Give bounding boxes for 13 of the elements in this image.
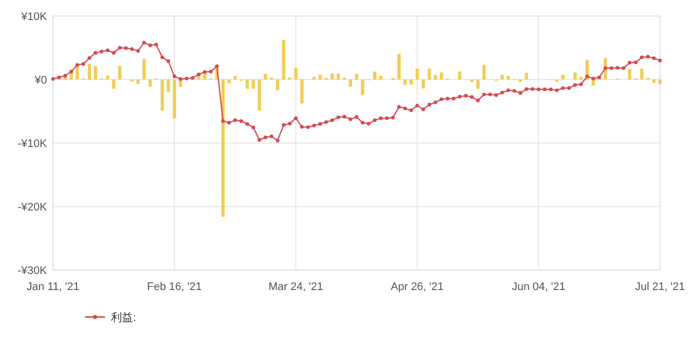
x-tick-label: Feb 16, '21: [147, 281, 202, 293]
x-tick-label: Mar 24, '21: [268, 281, 324, 293]
y-tick-label: -¥20K: [18, 202, 48, 214]
x-tick-label: Jun 04, '21: [512, 281, 566, 293]
y-tick-label: -¥10K: [18, 138, 48, 150]
y-tick-label: -¥30K: [18, 265, 48, 277]
legend: 利益:: [85, 312, 136, 324]
x-tick-label: Apr 26, '21: [390, 281, 444, 293]
y-tick-label: ¥0: [34, 74, 47, 86]
legend-label: 利益:: [111, 311, 136, 324]
x-tick-label: Jan 11, '21: [26, 281, 80, 293]
x-tick-label: Jul 21, '21: [635, 281, 685, 293]
y-tick-label: ¥10K: [20, 11, 48, 23]
